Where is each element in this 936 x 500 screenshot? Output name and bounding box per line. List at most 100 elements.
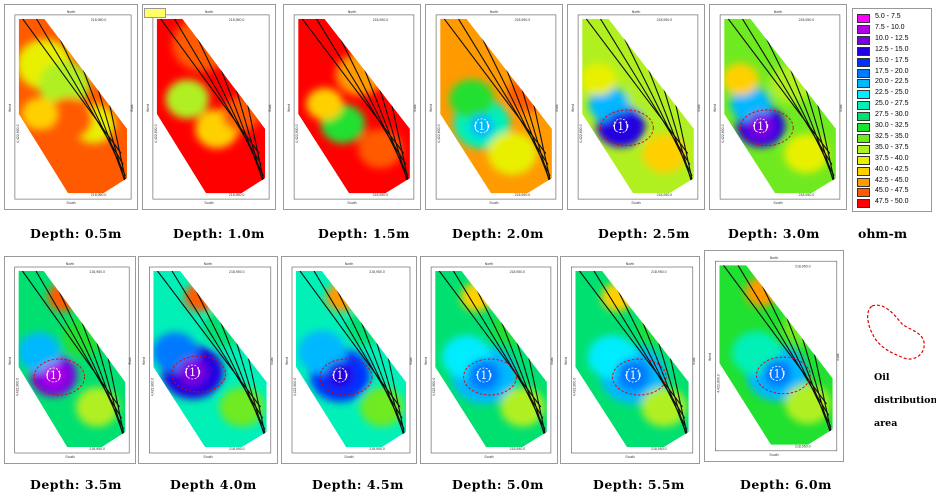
legend-swatch: [857, 46, 870, 56]
caption-6.0m: Depth: 6.0m: [740, 477, 832, 492]
legend-item: 37.5 - 40.0: [857, 155, 931, 166]
svg-text:218,950.0: 218,950.0: [373, 18, 389, 22]
oil-area-symbol: [867, 304, 925, 360]
svg-text:North: North: [485, 262, 494, 266]
svg-text:218,950.0: 218,950.0: [795, 264, 811, 268]
svg-text:218,950.0: 218,950.0: [89, 270, 105, 274]
svg-text:218,950.0: 218,950.0: [795, 445, 811, 449]
legend-label: 17.5 - 20.0: [875, 67, 909, 75]
svg-text:South: South: [773, 201, 782, 205]
svg-text:4,422,800.0: 4,422,800.0: [572, 378, 576, 397]
legend-swatch: [857, 57, 870, 67]
svg-text:North: North: [204, 262, 213, 266]
legend-item: 32.5 - 35.0: [857, 133, 931, 144]
legend-item: 47.5 - 50.0: [857, 198, 931, 209]
svg-text:East: East: [555, 104, 559, 111]
svg-text:West: West: [8, 104, 12, 112]
legend-item: 17.5 - 20.0: [857, 67, 931, 79]
svg-text:West: West: [146, 104, 150, 112]
svg-text:North: North: [632, 10, 641, 14]
legend-label: 47.5 - 50.0: [875, 198, 909, 206]
resistivity-map: North 218,950.0 South 218,950.0 West East 4,42…: [285, 262, 413, 459]
svg-text:East: East: [409, 357, 413, 364]
svg-text:East: East: [692, 357, 696, 364]
svg-text:North: North: [348, 10, 357, 14]
svg-text:South: South: [347, 201, 356, 205]
anomaly-label: (1): [332, 369, 348, 382]
oil-legend-line1: Oil: [874, 372, 890, 383]
svg-text:218,950.0: 218,950.0: [657, 18, 673, 22]
svg-text:South: South: [484, 455, 493, 459]
svg-text:West: West: [564, 357, 568, 365]
svg-text:East: East: [550, 357, 554, 364]
legend-label: 30.0 - 32.5: [875, 122, 909, 129]
svg-text:East: East: [836, 353, 840, 360]
map-panel-2.5m: North 218,950.0 South 218,950.0 West East 4,42…: [567, 4, 705, 210]
legend-swatch: [857, 35, 870, 45]
svg-text:North: North: [626, 262, 635, 266]
resistivity-map: North 218,950.0 South 218,950.0 West East 4,42…: [287, 10, 417, 205]
svg-text:West: West: [287, 104, 291, 112]
legend-swatch: [857, 79, 870, 89]
map-panel-5.5m: North 218,950.0 South 218,950.0 West East 4,42…: [560, 256, 700, 464]
oil-area-outline: [756, 356, 811, 395]
svg-text:218,950.0: 218,950.0: [651, 270, 667, 274]
legend-swatch: [857, 14, 870, 23]
svg-text:West: West: [8, 357, 12, 365]
oil-area-outline: [33, 358, 85, 396]
legend-item: 40.0 - 42.5: [857, 165, 931, 177]
legend-item: 42.5 - 45.0: [857, 177, 931, 188]
svg-text:East: East: [130, 104, 134, 111]
svg-text:218,950.0: 218,950.0: [799, 193, 815, 197]
svg-text:West: West: [713, 104, 717, 112]
legend-item: 30.0 - 32.5: [857, 122, 931, 133]
legend-item: 20.0 - 22.5: [857, 78, 931, 89]
legend-item: 12.5 - 15.0: [857, 45, 931, 57]
svg-text:South: South: [203, 455, 212, 459]
anomaly-label: (1): [476, 369, 492, 382]
legend-item: 35.0 - 37.5: [857, 144, 931, 155]
legend-label: 7.5 - 10.0: [875, 23, 905, 31]
legend-swatch: [857, 155, 870, 165]
svg-text:4,422,800.0: 4,422,800.0: [293, 378, 297, 397]
svg-text:218,950.0: 218,950.0: [229, 193, 245, 197]
resistivity-map: North 218,950.0 South 218,950.0 West East 4,42…: [564, 262, 696, 459]
legend-swatch: [857, 144, 870, 154]
caption-5.0m: Depth: 5.0m: [452, 477, 544, 492]
resistivity-map: North 218,950.0 South 218,950.0 West East 4,42…: [142, 262, 274, 459]
legend-label: 22.5 - 25.0: [875, 89, 909, 97]
resistivity-map: North 218,950.0 South 218,950.0 West East 4,42…: [424, 262, 554, 459]
svg-text:218,950.0: 218,950.0: [91, 193, 107, 197]
oil-legend-line3: area: [874, 418, 898, 429]
svg-text:218,950.0: 218,950.0: [369, 447, 385, 451]
svg-text:West: West: [429, 104, 433, 112]
legend-label: 40.0 - 42.5: [875, 165, 909, 173]
legend-item: 15.0 - 17.5: [857, 57, 931, 68]
svg-text:4,422,800.0: 4,422,800.0: [154, 124, 158, 143]
anomaly-label: (1): [769, 367, 785, 380]
legend-swatch: [857, 166, 870, 176]
svg-text:218,950.0: 218,950.0: [89, 447, 105, 451]
resistivity-map: North 218,950.0 South 218,950.0 West East 4,42…: [8, 262, 132, 459]
anomaly-label: (1): [613, 120, 629, 133]
svg-text:West: West: [142, 357, 146, 365]
caption-3.0m: Depth: 3.0m: [728, 226, 820, 241]
svg-text:West: West: [708, 353, 712, 361]
svg-text:South: South: [489, 201, 498, 205]
legend-label: 20.0 - 22.5: [875, 78, 909, 86]
oil-area-outline: [600, 109, 654, 147]
svg-text:West: West: [571, 104, 575, 112]
legend-label: 12.5 - 15.0: [875, 45, 909, 53]
svg-text:North: North: [205, 10, 214, 14]
svg-text:4,422,800.0: 4,422,800.0: [16, 124, 20, 143]
svg-text:North: North: [345, 262, 354, 266]
legend-item: 22.5 - 25.0: [857, 89, 931, 100]
caption-4.5m: Depth: 4.5m: [312, 477, 404, 492]
legend-swatch: [857, 199, 870, 209]
svg-text:South: South: [625, 455, 634, 459]
map-panel-3.5m: North 218,950.0 South 218,950.0 West East 4,42…: [4, 256, 136, 464]
map-panel-3.0m: North 218,950.0 South 218,950.0 West East 4,42…: [709, 4, 847, 210]
legend-swatch: [857, 101, 870, 111]
legend-unit: ohm-m: [858, 226, 908, 241]
resistivity-map: North 218,950.0 South 218,950.0 West East 4,42…: [708, 256, 840, 457]
